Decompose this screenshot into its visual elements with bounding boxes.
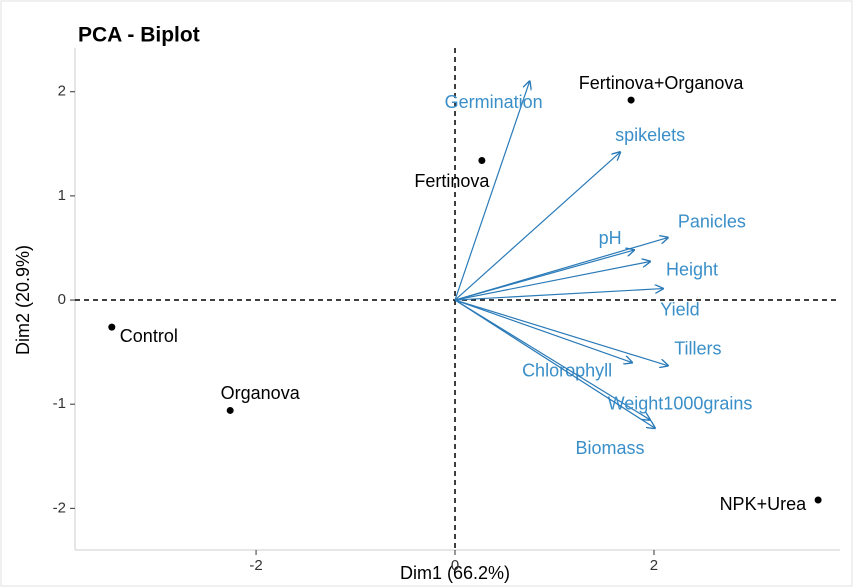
individual-label: NPK+Urea	[720, 494, 808, 514]
chart-title: PCA - Biplot	[78, 24, 200, 47]
x-axis-label: Dim1 (66.2%)	[400, 563, 510, 583]
variable-arrow	[454, 152, 620, 301]
variable-label: Yield	[660, 299, 699, 319]
individual-point	[627, 96, 635, 104]
individual-label: Fertinova+Organova	[579, 73, 745, 93]
individual-point	[814, 496, 822, 504]
variable-label: Weight1000grains	[608, 394, 753, 414]
variable-label: Panicles	[678, 211, 746, 231]
y-tick-label: 0	[58, 291, 66, 308]
variable-label: spikelets	[615, 125, 685, 145]
variable-arrow	[454, 262, 650, 301]
individual-label: Organova	[221, 383, 301, 403]
x-tick-label: 0	[451, 557, 459, 574]
y-tick-label: -1	[53, 395, 66, 412]
variable-label: Biomass	[575, 438, 644, 458]
individual-point	[226, 406, 234, 414]
individual-point	[478, 156, 486, 164]
variable-arrow	[454, 299, 632, 362]
x-tick-label: -2	[249, 557, 262, 574]
y-tick-label: 2	[58, 83, 66, 100]
variable-arrow	[454, 81, 530, 301]
variable-label: Chlorophyll	[522, 360, 612, 380]
y-tick-label: -2	[53, 499, 66, 516]
variable-arrow	[454, 299, 655, 428]
individual-label: Fertinova	[414, 171, 490, 191]
variable-label: Germination	[445, 92, 543, 112]
variable-arrow	[454, 289, 663, 301]
variable-arrow	[454, 299, 668, 366]
y-axis-label: Dim2 (20.9%)	[13, 245, 33, 355]
x-tick-label: 2	[650, 557, 658, 574]
variable-label: pH	[599, 228, 622, 248]
y-tick-label: 1	[58, 187, 66, 204]
individual-label: Control	[120, 326, 178, 346]
variable-label: Height	[666, 259, 718, 279]
variable-label: Tillers	[674, 338, 721, 358]
variable-arrow	[454, 299, 650, 420]
variable-arrow	[454, 250, 634, 301]
individual-point	[108, 323, 116, 331]
